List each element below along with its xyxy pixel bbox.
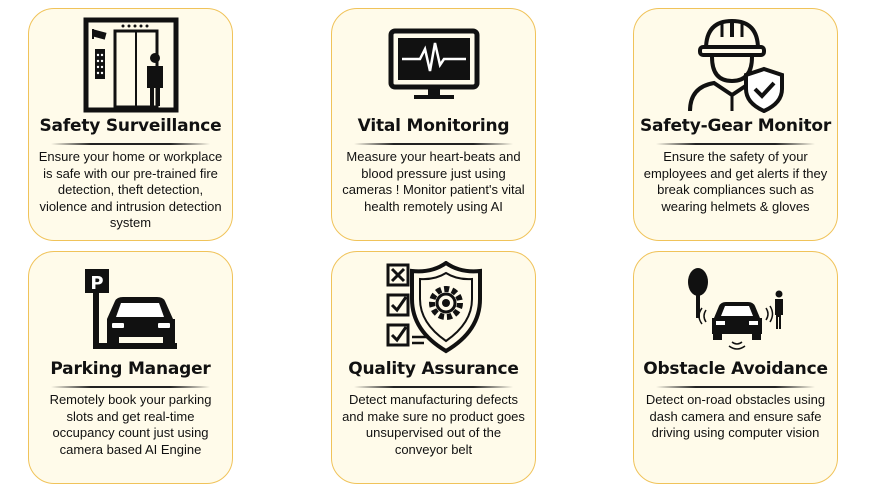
feature-card-safety-gear-monitor: Safety-Gear Monitor Ensure the safety of… (633, 8, 838, 241)
parking-car-icon: P (84, 269, 177, 349)
card-description: Measure your heart-beats and blood press… (342, 149, 525, 214)
card-title: Safety-Gear Monitor (639, 116, 832, 136)
card-title: Obstacle Avoidance (643, 359, 828, 379)
card-divider (354, 143, 513, 145)
checklist-shield-gear-icon (386, 261, 482, 354)
card-description: Detect on-road obstacles using dash came… (645, 392, 826, 440)
card-description: Detect manufacturing defects and make su… (342, 392, 525, 457)
svg-text:P: P (90, 273, 103, 294)
card-description: Remotely book your parking slots and get… (49, 392, 212, 457)
feature-card-quality-assurance: Quality Assurance Detect manufacturing d… (331, 251, 536, 484)
card-description: Ensure your home or workplace is safe wi… (38, 149, 223, 230)
heartbeat-monitor-icon (388, 28, 479, 99)
card-title: Vital Monitoring (357, 116, 510, 136)
feature-card-vital-monitoring: Vital Monitoring Measure your heart-beat… (331, 8, 536, 241)
card-divider (51, 386, 210, 388)
feature-card-parking-manager: P Parking Manager Remotely book your par… (28, 251, 233, 484)
hardhat-worker-shield-icon (687, 18, 784, 113)
card-title: Safety Surveillance (39, 116, 222, 136)
card-divider (656, 386, 815, 388)
feature-card-safety-surveillance: Safety Surveillance Ensure your home or … (28, 8, 233, 241)
feature-card-obstacle-avoidance: Obstacle Avoidance Detect on-road obstac… (633, 251, 838, 484)
card-title: Quality Assurance (348, 359, 519, 379)
card-divider (656, 143, 815, 145)
elevator-surveillance-icon (83, 17, 178, 113)
card-description: Ensure the safety of your employees and … (643, 149, 828, 214)
car-pedestrian-sensor-icon (687, 268, 783, 350)
card-title: Parking Manager (50, 359, 211, 379)
card-divider (354, 386, 513, 388)
card-divider (51, 143, 210, 145)
